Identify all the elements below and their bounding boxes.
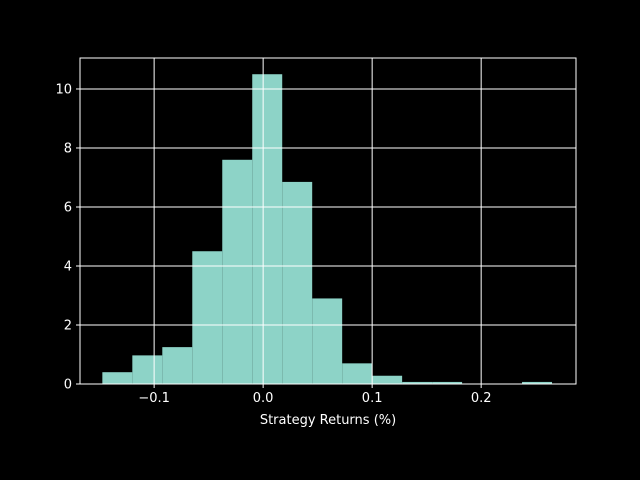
y-tick-label: 4 [64, 259, 72, 274]
histogram-bar [102, 372, 133, 384]
histogram-bar [192, 251, 223, 384]
histogram-bar [162, 347, 193, 384]
x-axis-ticks: −0.1 0.0 0.1 0.2 [138, 384, 492, 406]
x-tick-label: 0.0 [253, 391, 274, 406]
y-tick-label: 6 [64, 200, 72, 215]
y-tick-label: 2 [64, 318, 72, 333]
histogram-bar [432, 381, 463, 384]
histogram-bar [312, 298, 343, 384]
histogram-bar [252, 74, 283, 384]
y-tick-label: 0 [64, 378, 72, 393]
axes-frame [79, 57, 577, 385]
x-axis-label: Strategy Returns (%) [260, 413, 396, 428]
y-tick-label: 10 [55, 82, 72, 97]
histogram-bar [342, 363, 373, 384]
histogram-bar [402, 381, 433, 384]
histogram-bars [102, 74, 553, 384]
histogram-bar [222, 159, 253, 384]
y-tick-label: 8 [64, 141, 72, 156]
x-tick-label: −0.1 [138, 391, 170, 406]
x-tick-label: 0.2 [471, 391, 492, 406]
histogram-bar [522, 381, 553, 384]
histogram-bar [282, 181, 313, 384]
histogram-bar [372, 375, 403, 384]
histogram-bar [132, 355, 163, 384]
y-axis-ticks: 0 2 4 6 8 10 [55, 82, 80, 393]
x-tick-label: 0.1 [362, 391, 383, 406]
